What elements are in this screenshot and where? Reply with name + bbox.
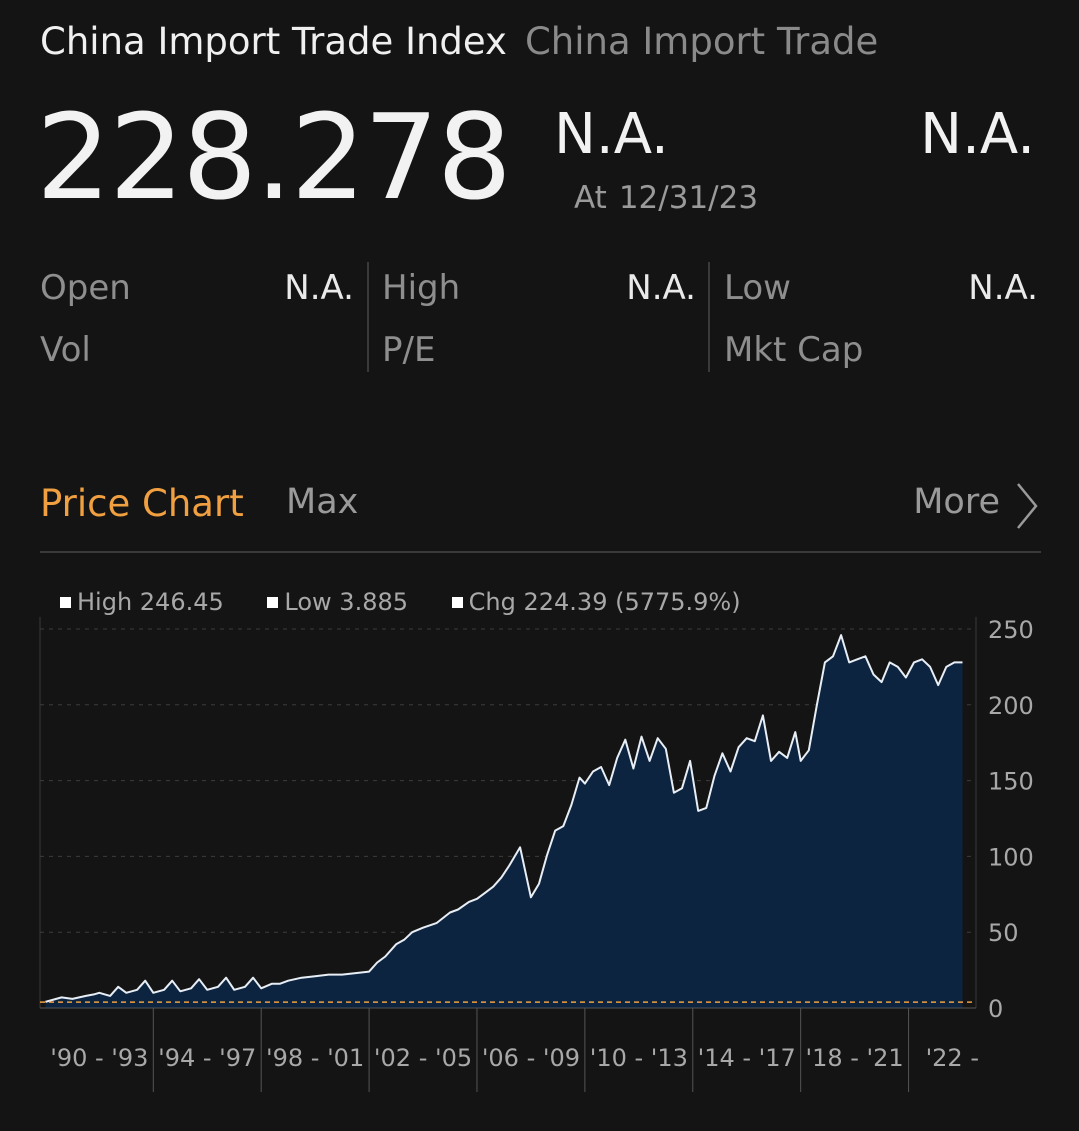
stat-mkt-cap: Mkt Cap (724, 330, 1038, 370)
stat-label: Low (724, 268, 791, 308)
stat-high: High N.A. (382, 268, 696, 308)
tab-price-chart[interactable]: Price Chart (40, 482, 244, 525)
index-name: China Import Trade Index (40, 20, 507, 63)
x-tick-label: '90 - '93 (50, 1044, 148, 1072)
x-tick-label: '02 - '05 (374, 1044, 472, 1072)
legend-high: High 246.45 (60, 588, 224, 616)
x-tick-label: '94 - '97 (158, 1044, 256, 1072)
stat-label: P/E (382, 330, 436, 370)
y-tick-label: 100 (988, 843, 1034, 871)
y-tick-label: 50 (988, 919, 1019, 947)
price-change-percent: N.A. (920, 102, 1035, 167)
quote-stats: Open N.A. Vol High N.A. P/E Low N.A. Mkt… (40, 262, 1038, 374)
stat-low: Low N.A. (724, 268, 1038, 308)
y-tick-label: 250 (988, 616, 1034, 644)
stats-column-2: High N.A. P/E (382, 262, 696, 374)
price-chart[interactable]: 0 50 100 150 200 250 '90 - '93 '94 - '97 '98 - '… (0, 600, 1079, 1100)
page-title: China Import Trade Index China Import Tra… (40, 20, 878, 63)
y-tick-label: 200 (988, 692, 1034, 720)
stat-vol: Vol (40, 330, 354, 370)
legend-high-text: High 246.45 (77, 588, 224, 616)
legend-marker (60, 597, 71, 608)
x-tick-label: '10 - '13 (590, 1044, 688, 1072)
stat-value: N.A. (968, 268, 1038, 308)
x-tick-label: '98 - '01 (266, 1044, 364, 1072)
divider (40, 551, 1041, 553)
chevron-right-icon[interactable] (1012, 478, 1040, 534)
as-of-label: At (574, 180, 607, 216)
more-button[interactable]: More (913, 482, 1000, 522)
y-tick-label: 0 (988, 995, 1003, 1023)
stat-label: High (382, 268, 461, 308)
legend-low-text: Low 3.885 (284, 588, 409, 616)
stat-value: N.A. (626, 268, 696, 308)
x-tick-label: '18 - '21 (806, 1044, 904, 1072)
chart-legend: High 246.45 Low 3.885 Chg 224.39 (5775.9… (60, 588, 777, 616)
x-tick-label: '22 - (926, 1044, 979, 1072)
index-subtitle: China Import Trade (524, 20, 879, 63)
stats-column-3: Low N.A. Mkt Cap (724, 262, 1038, 374)
x-tick-label: '14 - '17 (698, 1044, 796, 1072)
chart-tabs: Price Chart Max More (40, 482, 1040, 532)
as-of-timestamp: At 12/31/23 (574, 180, 758, 216)
divider (708, 262, 710, 372)
series-area (45, 635, 963, 1008)
stat-label: Open (40, 268, 131, 308)
stat-value: N.A. (284, 268, 354, 308)
legend-marker (267, 597, 279, 608)
legend-marker (451, 597, 463, 608)
divider (367, 262, 369, 372)
y-tick-label: 150 (988, 768, 1034, 796)
x-tick-label: '06 - '09 (482, 1044, 580, 1072)
legend-chg: Chg 224.39 (5775.9%) (451, 588, 741, 616)
series-line (45, 634, 963, 1003)
legend-chg-text: Chg 224.39 (5775.9%) (468, 588, 741, 616)
legend-low: Low 3.885 (267, 588, 408, 616)
last-price: 228.278 (36, 88, 512, 226)
as-of-date: 12/31/23 (618, 180, 759, 216)
stat-pe: P/E (382, 330, 696, 370)
stat-label: Vol (40, 330, 91, 370)
range-selector-max[interactable]: Max (286, 482, 359, 522)
stats-column-1: Open N.A. Vol (40, 262, 354, 374)
price-change: N.A. (554, 102, 669, 167)
stat-label: Mkt Cap (724, 330, 864, 370)
stat-open: Open N.A. (40, 268, 354, 308)
